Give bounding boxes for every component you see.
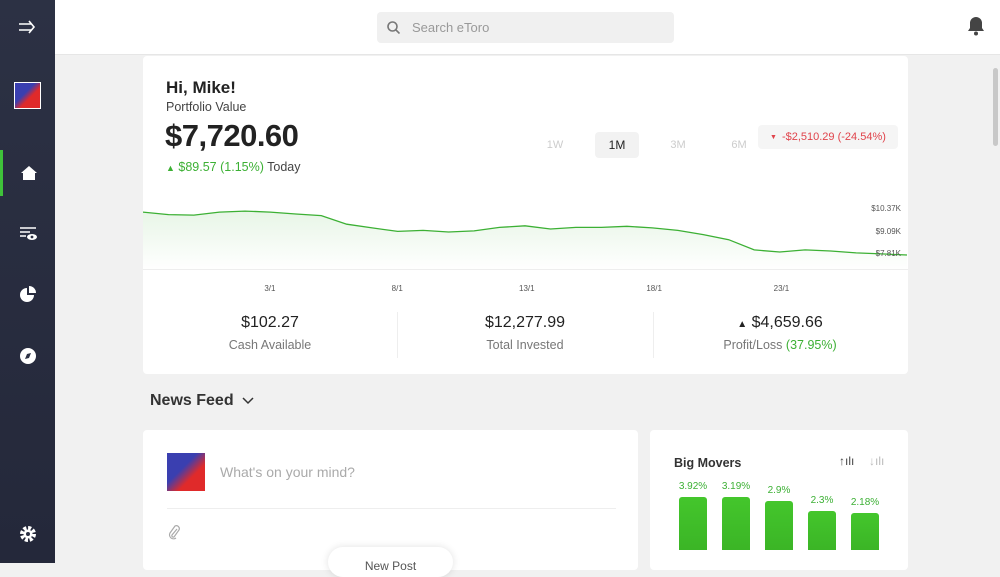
timeframe-tab-1m[interactable]: 1M [595,132,639,158]
stat-label: Profit/Loss [723,338,783,352]
cash-available-stat: $102.27 Cash Available [143,314,397,352]
timeframe-tab-6m[interactable]: 6M [731,139,747,151]
attach-paperclip-icon[interactable] [168,524,180,545]
watchlist-icon[interactable] [0,214,55,254]
mover-bar[interactable] [679,497,707,550]
news-feed-dropdown[interactable]: News Feed [150,392,254,410]
greeting: Hi, Mike! [166,78,236,97]
timeframe-tab-1w[interactable]: 1W [546,139,564,151]
mover-pct-label: 3.19% [721,481,751,492]
y-tick-label: $7.81K [875,249,901,258]
mover-pct-label: 2.18% [850,496,880,508]
profit-loss-stat: ▲ $4,659.66 Profit/Loss (37.95%) [653,314,907,352]
y-tick-label: $10.37K [871,204,901,213]
chart-area [143,211,907,270]
mover-pct-label: 2.9% [767,484,791,496]
sort-gainers-icon[interactable]: ↑ılı [839,454,855,468]
sort-losers-icon[interactable]: ↓ılı [869,454,885,468]
mover-pct-label: 2.3% [810,494,834,506]
new-post-label: New Post [364,559,417,573]
mover-pct-label: 3.92% [678,481,708,492]
portfolio-value: $7,720.60 [165,118,299,153]
down-triangle-icon: ▼ [770,133,777,141]
search-input[interactable]: Search eToro [377,12,674,43]
home-icon[interactable] [0,150,55,196]
news-feed-title: News Feed [150,392,234,409]
x-tick-label: 3/1 [264,284,276,293]
timeframe-tab-3m[interactable]: 3M [670,139,686,151]
stat-value: $102.27 [241,314,299,331]
sidebar [0,0,55,563]
top-bar: Search eToro [55,0,1000,55]
stat-value: $12,277.99 [484,314,566,331]
portfolio-label: Portfolio Value [166,100,247,114]
new-post-button[interactable]: New Post [328,547,453,577]
post-input[interactable]: What's on your mind? [220,464,355,480]
up-triangle-icon: ▲ [737,319,748,330]
x-tick-label: 18/1 [646,284,662,293]
search-placeholder: Search eToro [412,20,490,35]
today-label: Today [267,160,301,174]
today-change-value: $89.57 (1.15%) [178,160,264,174]
settings-gear-icon[interactable] [0,514,55,554]
mover-bar[interactable] [851,512,879,550]
search-icon [387,21,400,34]
chart-line [143,210,908,256]
total-invested-stat: $12,277.99 Total Invested [398,314,652,352]
big-movers-title: Big Movers [674,456,742,470]
mover-bar[interactable] [765,500,793,550]
portfolio-card: Hi, Mike! Portfolio Value $7,720.60 ▲ $8… [143,56,908,374]
big-movers-card: Big Movers ↑ılı ↓ılı 3.92% 3.19% 2.9% 2.3% 2… [650,430,908,570]
stat-label: Total Invested [486,338,564,352]
notifications-bell-icon[interactable] [967,16,985,41]
portfolio-chart[interactable] [143,196,908,271]
collapse-arrow-icon[interactable] [0,7,55,47]
avatar[interactable] [0,75,55,115]
chevron-down-icon [242,397,254,405]
scrollbar[interactable] [993,68,998,146]
mover-bar[interactable] [722,497,750,550]
y-tick-label: $9.09K [875,226,901,236]
stat-label: Cash Available [228,338,312,352]
stat-value: $4,659.66 [751,314,823,331]
today-change: ▲ $89.57 (1.15%) Today [166,160,301,174]
x-tick-label: 8/1 [391,284,403,293]
period-change-value: -$2,510.29 (-24.54%) [781,131,886,143]
discover-compass-icon[interactable] [0,336,55,376]
up-triangle-icon: ▲ [166,163,175,173]
x-tick-label: 23/1 [773,284,790,293]
mover-bar[interactable] [808,510,836,550]
stat-pct: (37.95%) [785,338,837,352]
user-avatar [167,453,205,491]
period-change-badge: ▼ -$2,510.29 (-24.54%) [758,125,898,149]
portfolio-pie-icon[interactable] [0,275,55,315]
new-post-card: What's on your mind? New Post [143,430,638,577]
x-tick-label: 13/1 [519,284,535,293]
